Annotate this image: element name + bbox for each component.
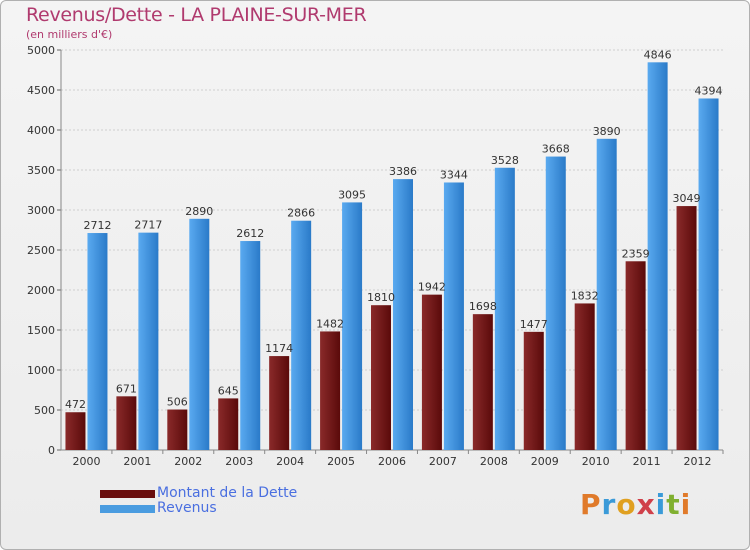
bar-debt-2012 — [676, 206, 697, 450]
bar-revenus-2008 — [494, 167, 515, 450]
bar-debt-2009 — [523, 331, 544, 450]
x-tick-label: 2010 — [582, 455, 610, 468]
x-tick-label: 2001 — [123, 455, 151, 468]
legend-swatch-revenus — [100, 504, 155, 513]
data-label-revenus-2009: 3668 — [542, 143, 570, 156]
bar-debt-2007 — [421, 294, 442, 450]
y-tick-label: 3500 — [27, 164, 55, 177]
x-tick-label: 2000 — [72, 455, 100, 468]
bar-revenus-2005 — [342, 202, 363, 450]
data-label-debt-2001: 671 — [116, 382, 137, 395]
legend-item-debt: Montant de la Dette — [100, 486, 297, 501]
data-label-revenus-2004: 2866 — [287, 207, 315, 220]
y-tick-label: 1500 — [27, 324, 55, 337]
data-label-debt-2007: 1942 — [418, 281, 446, 294]
bar-revenus-2002 — [189, 218, 210, 450]
y-tick-label: 500 — [34, 404, 55, 417]
data-label-debt-2010: 1832 — [571, 289, 599, 302]
data-label-debt-2009: 1477 — [520, 318, 548, 331]
bar-debt-2003 — [218, 398, 239, 450]
x-tick-label: 2005 — [327, 455, 355, 468]
data-label-debt-2006: 1810 — [367, 291, 395, 304]
legend-swatch-debt — [100, 489, 155, 498]
data-label-debt-2012: 3049 — [673, 192, 701, 205]
y-tick-label: 5000 — [27, 44, 55, 57]
data-label-revenus-2008: 3528 — [491, 154, 519, 167]
data-label-revenus-2003: 2612 — [236, 227, 264, 240]
legend: Montant de la Dette Revenus — [100, 486, 297, 516]
bar-debt-2004 — [269, 356, 290, 450]
bar-debt-2001 — [116, 396, 137, 450]
y-tick-label: 1000 — [27, 364, 55, 377]
logo-letter: r — [601, 488, 617, 521]
data-label-debt-2002: 506 — [167, 396, 188, 409]
x-tick-label: 2002 — [174, 455, 202, 468]
logo-letter: o — [616, 488, 637, 521]
data-label-debt-2004: 1174 — [265, 342, 293, 355]
logo-letter: i — [680, 488, 692, 521]
data-label-revenus-2000: 2712 — [83, 219, 111, 232]
x-tick-label: 2008 — [480, 455, 508, 468]
bar-debt-2002 — [167, 409, 188, 450]
bar-revenus-2012 — [698, 98, 719, 450]
data-label-revenus-2007: 3344 — [440, 168, 468, 181]
bar-debt-2008 — [472, 314, 493, 450]
logo-letter: t — [666, 488, 681, 521]
bar-revenus-2009 — [545, 156, 566, 450]
data-label-revenus-2011: 4846 — [644, 48, 672, 61]
labels-layer: 0 500 1000 1500 2000 2500 3000 3500 4000 4500 5000… — [27, 44, 723, 468]
bar-revenus-2003 — [240, 241, 261, 450]
bar-revenus-2001 — [138, 232, 159, 450]
bar-revenus-2011 — [647, 62, 668, 450]
bar-revenus-2000 — [87, 233, 108, 450]
x-tick-label: 2012 — [684, 455, 712, 468]
chart-title: Revenus/Dette - LA PLAINE-SUR-MER — [26, 4, 367, 26]
bar-revenus-2004 — [291, 220, 312, 450]
chart-subtitle: (en milliers d'€) — [26, 28, 113, 41]
data-label-debt-2008: 1698 — [469, 300, 497, 313]
logo-letter: x — [636, 488, 656, 521]
logo-letter: P — [580, 488, 602, 521]
data-label-revenus-2006: 3386 — [389, 165, 417, 178]
data-label-debt-2005: 1482 — [316, 317, 344, 330]
bar-revenus-2006 — [393, 179, 413, 450]
data-label-revenus-2012: 4394 — [695, 84, 723, 97]
bar-debt-2000 — [65, 412, 86, 450]
legend-label-debt: Montant de la Dette — [157, 485, 298, 501]
y-tick-label: 0 — [48, 444, 55, 457]
x-tick-label: 2004 — [276, 455, 304, 468]
legend-label-revenus: Revenus — [157, 500, 217, 516]
bar-revenus-2007 — [443, 182, 464, 451]
bar-debt-2005 — [320, 331, 341, 450]
x-tick-label: 2006 — [378, 455, 406, 468]
x-tick-label: 2009 — [531, 455, 559, 468]
y-tick-label: 3000 — [27, 204, 55, 217]
bar-debt-2011 — [625, 261, 646, 450]
logo-letter: i — [655, 488, 667, 521]
data-label-revenus-2005: 3095 — [338, 188, 366, 201]
y-tick-label: 4500 — [27, 84, 55, 97]
data-label-debt-2003: 645 — [218, 384, 239, 397]
bar-debt-2006 — [371, 305, 391, 450]
data-label-revenus-2001: 2717 — [134, 219, 162, 232]
y-tick-label: 4000 — [27, 124, 55, 137]
proxiti-logo: Proxiti — [580, 488, 691, 521]
data-label-revenus-2002: 2890 — [185, 205, 213, 218]
bar-revenus-2010 — [596, 138, 617, 451]
x-tick-label: 2003 — [225, 455, 253, 468]
x-tick-label: 2007 — [429, 455, 457, 468]
y-tick-label: 2000 — [27, 284, 55, 297]
x-tick-label: 2011 — [633, 455, 661, 468]
bar-debt-2010 — [574, 303, 595, 450]
bars-layer — [65, 62, 719, 451]
legend-item-revenus: Revenus — [100, 501, 297, 516]
data-label-debt-2000: 472 — [65, 398, 86, 411]
y-tick-label: 2500 — [27, 244, 55, 257]
data-label-debt-2011: 2359 — [622, 247, 650, 260]
data-label-revenus-2010: 3890 — [593, 125, 621, 138]
